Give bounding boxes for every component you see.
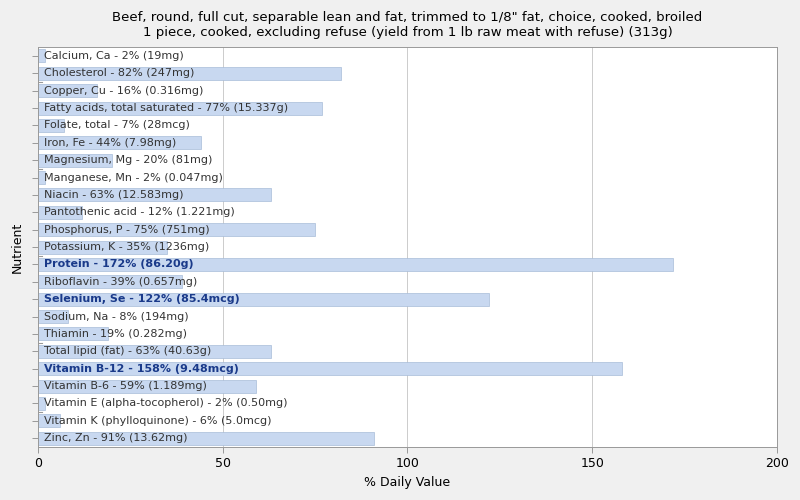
Text: Magnesium, Mg - 20% (81mg): Magnesium, Mg - 20% (81mg): [43, 155, 212, 165]
Title: Beef, round, full cut, separable lean and fat, trimmed to 1/8" fat, choice, cook: Beef, round, full cut, separable lean an…: [112, 11, 702, 39]
Bar: [38, 136, 201, 149]
Bar: [38, 84, 97, 97]
Text: Zinc, Zn - 91% (13.62mg): Zinc, Zn - 91% (13.62mg): [43, 433, 187, 443]
Text: Copper, Cu - 16% (0.316mg): Copper, Cu - 16% (0.316mg): [43, 86, 203, 96]
Bar: [38, 206, 82, 219]
Text: Iron, Fe - 44% (7.98mg): Iron, Fe - 44% (7.98mg): [43, 138, 176, 148]
Text: Potassium, K - 35% (1236mg): Potassium, K - 35% (1236mg): [43, 242, 209, 252]
Text: Phosphorus, P - 75% (751mg): Phosphorus, P - 75% (751mg): [43, 224, 209, 234]
Bar: [38, 276, 182, 288]
Bar: [38, 188, 270, 202]
X-axis label: % Daily Value: % Daily Value: [365, 476, 450, 489]
Bar: [38, 154, 112, 166]
Text: Calcium, Ca - 2% (19mg): Calcium, Ca - 2% (19mg): [43, 51, 183, 61]
Bar: [38, 414, 60, 428]
Text: Vitamin B-12 - 158% (9.48mcg): Vitamin B-12 - 158% (9.48mcg): [43, 364, 238, 374]
Text: Sodium, Na - 8% (194mg): Sodium, Na - 8% (194mg): [43, 312, 188, 322]
Text: Total lipid (fat) - 63% (40.63g): Total lipid (fat) - 63% (40.63g): [43, 346, 210, 356]
Bar: [38, 50, 46, 62]
Bar: [38, 240, 167, 254]
Text: Protein - 172% (86.20g): Protein - 172% (86.20g): [43, 260, 193, 270]
Text: Vitamin E (alpha-tocopherol) - 2% (0.50mg): Vitamin E (alpha-tocopherol) - 2% (0.50m…: [43, 398, 287, 408]
Text: Fatty acids, total saturated - 77% (15.337g): Fatty acids, total saturated - 77% (15.3…: [43, 103, 288, 113]
Text: Selenium, Se - 122% (85.4mcg): Selenium, Se - 122% (85.4mcg): [43, 294, 239, 304]
Bar: [38, 258, 674, 271]
Text: Folate, total - 7% (28mcg): Folate, total - 7% (28mcg): [43, 120, 190, 130]
Y-axis label: Nutrient: Nutrient: [11, 222, 24, 272]
Bar: [38, 102, 322, 114]
Text: Niacin - 63% (12.583mg): Niacin - 63% (12.583mg): [43, 190, 183, 200]
Text: Vitamin K (phylloquinone) - 6% (5.0mcg): Vitamin K (phylloquinone) - 6% (5.0mcg): [43, 416, 271, 426]
Text: Riboflavin - 39% (0.657mg): Riboflavin - 39% (0.657mg): [43, 277, 197, 287]
Bar: [38, 310, 67, 323]
Text: Pantothenic acid - 12% (1.221mg): Pantothenic acid - 12% (1.221mg): [43, 208, 234, 218]
Text: Cholesterol - 82% (247mg): Cholesterol - 82% (247mg): [43, 68, 194, 78]
Bar: [38, 362, 622, 375]
Bar: [38, 119, 64, 132]
Bar: [38, 345, 270, 358]
Bar: [38, 397, 46, 410]
Bar: [38, 380, 256, 392]
Text: Vitamin B-6 - 59% (1.189mg): Vitamin B-6 - 59% (1.189mg): [43, 381, 206, 391]
Bar: [38, 171, 46, 184]
Bar: [38, 292, 489, 306]
Text: Thiamin - 19% (0.282mg): Thiamin - 19% (0.282mg): [43, 329, 186, 339]
Bar: [38, 432, 374, 444]
Bar: [38, 67, 341, 80]
Text: Manganese, Mn - 2% (0.047mg): Manganese, Mn - 2% (0.047mg): [43, 172, 222, 182]
Bar: [38, 328, 108, 340]
Bar: [38, 223, 315, 236]
